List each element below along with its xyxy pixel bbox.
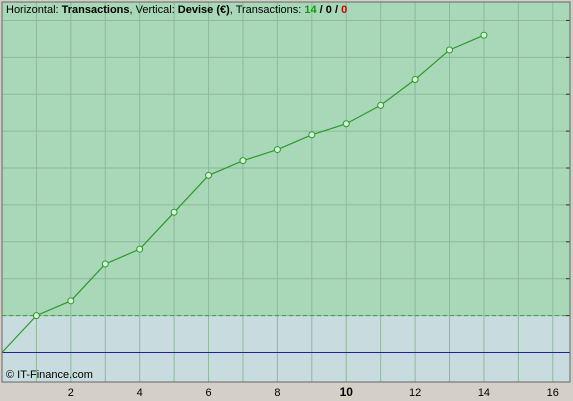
header-part: / bbox=[317, 4, 326, 16]
point bbox=[342, 120, 350, 128]
header-part: 14 bbox=[304, 4, 317, 16]
x-tick-label: 10 bbox=[340, 385, 354, 399]
header-part: 0 bbox=[326, 4, 332, 16]
plot-area bbox=[1, 1, 571, 383]
area-above bbox=[2, 2, 570, 316]
point bbox=[239, 157, 247, 165]
point bbox=[67, 297, 75, 305]
point bbox=[377, 101, 385, 109]
header-part: 0 bbox=[341, 4, 347, 16]
x-tick-label: 6 bbox=[205, 387, 211, 399]
x-tick-label: 8 bbox=[274, 387, 280, 399]
chart-header: Horizontal: Transactions, Vertical: Devi… bbox=[6, 4, 347, 16]
x-tick-label: 14 bbox=[478, 387, 490, 399]
area-below bbox=[2, 315, 570, 382]
header-part: Devise (€) bbox=[178, 4, 230, 16]
x-tick-label: 4 bbox=[137, 387, 143, 399]
header-part: Horizontal: bbox=[6, 4, 62, 16]
point bbox=[480, 31, 488, 39]
point bbox=[273, 146, 281, 154]
point bbox=[308, 131, 316, 139]
header-part: , Vertical: bbox=[130, 4, 178, 16]
x-tick-label: 16 bbox=[547, 387, 559, 399]
header-part: / bbox=[332, 4, 341, 16]
point bbox=[411, 75, 419, 83]
point bbox=[32, 312, 40, 320]
point bbox=[101, 260, 109, 268]
x-tick-label: 2 bbox=[68, 387, 74, 399]
header-part: , Transactions: bbox=[230, 4, 305, 16]
point bbox=[136, 245, 144, 253]
point bbox=[446, 46, 454, 54]
point bbox=[170, 208, 178, 216]
header-part: Transactions bbox=[62, 4, 130, 16]
x-tick-label: 12 bbox=[409, 387, 421, 399]
watermark: © IT-Finance.com bbox=[6, 369, 93, 381]
point bbox=[205, 171, 213, 179]
plot-border bbox=[1, 1, 571, 383]
